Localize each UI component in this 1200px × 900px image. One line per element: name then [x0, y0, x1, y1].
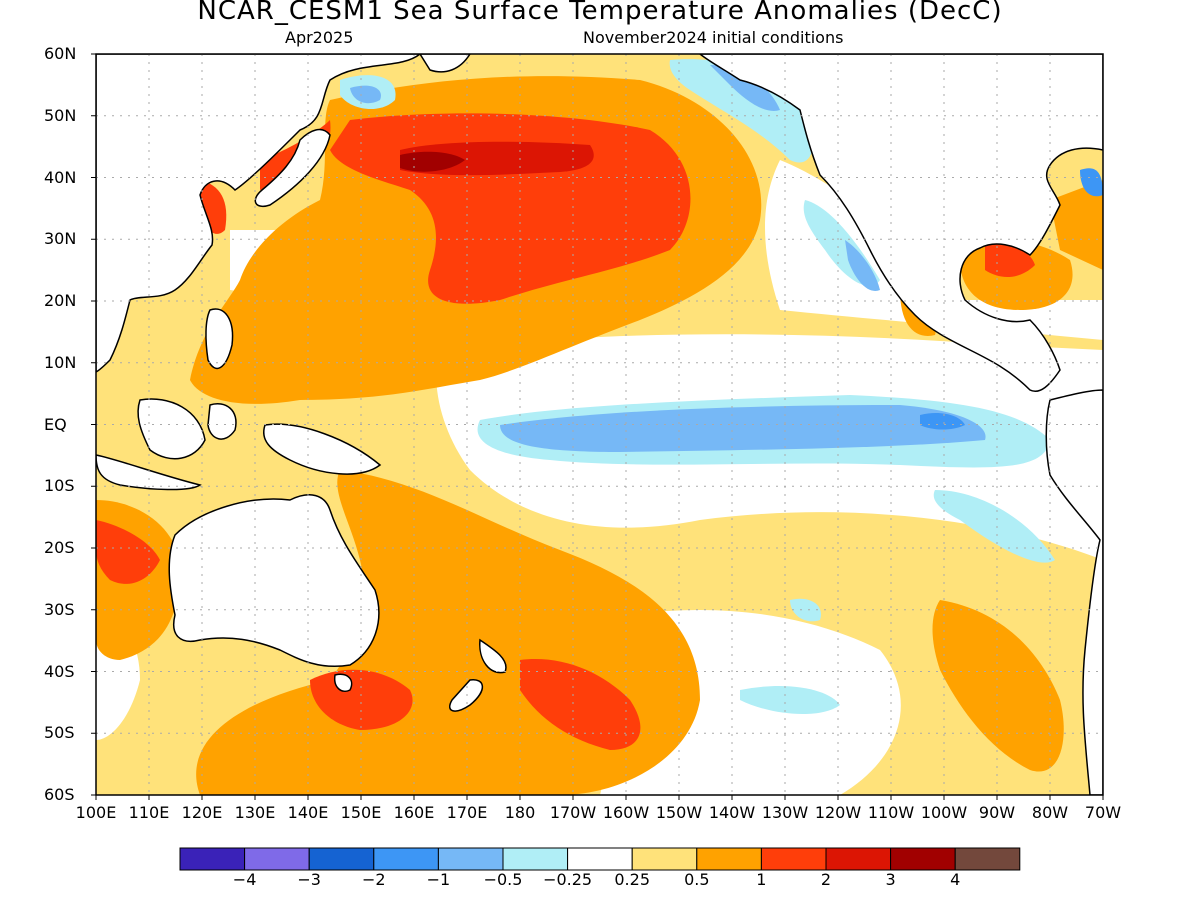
color-legend [179, 847, 1021, 871]
longitude-label: 80W [1031, 803, 1069, 822]
forecast-month: Apr2025 [285, 28, 354, 47]
longitude-label: 140W [708, 803, 756, 822]
graticule [96, 54, 1103, 795]
legend-label: 3 [885, 870, 896, 889]
latitude-label: 20N [44, 291, 77, 310]
latitude-label: EQ [44, 414, 67, 434]
longitude-label: 120W [814, 803, 862, 822]
latitude-label: 30S [44, 599, 75, 619]
south-pacific-cool-patch [790, 598, 821, 622]
longitude-label: 120E [181, 803, 223, 822]
longitude-label: 160W [602, 803, 650, 822]
latitude-label: 40N [44, 167, 77, 187]
latitude-label: 50S [44, 723, 75, 743]
legend-label: −3 [297, 870, 321, 889]
new-guinea [263, 423, 382, 475]
legend-label: −2 [362, 870, 386, 889]
latitude-label: 40S [44, 661, 75, 681]
latitude-label: 60S [44, 785, 75, 804]
longitude-label: 100W [920, 803, 968, 822]
longitude-label: 110E [128, 803, 170, 822]
latitude-label: 50N [44, 105, 77, 125]
sulawesi [207, 403, 237, 440]
longitude-label: 180 [504, 803, 536, 822]
legend-swatch [244, 847, 310, 871]
philippines [205, 308, 234, 370]
longitude-label: 150W [655, 803, 703, 822]
legend-swatch [308, 847, 375, 871]
gulf-stream-warm [1050, 180, 1103, 270]
legend-label: −1 [426, 870, 451, 889]
longitude-label: 110W [867, 803, 915, 822]
australia [168, 494, 380, 668]
gulf-maine-cool [1080, 168, 1103, 197]
longitude-label: 140E [287, 803, 329, 822]
legend-label: 0.5 [684, 870, 710, 889]
longitude-label: 70W [1084, 803, 1122, 822]
legend-swatch [502, 847, 569, 871]
latitude-label: 60N [44, 44, 77, 63]
borneo [137, 398, 206, 460]
new-zealand-south [449, 679, 484, 712]
legend-swatch [631, 847, 698, 871]
peru-cool [933, 490, 1055, 563]
southern-cool-patch [740, 685, 840, 715]
map-title: NCAR_CESM1 Sea Surface Temperature Anoma… [197, 0, 1003, 26]
legend-label: 0.25 [614, 870, 650, 889]
latitude-label: 30N [44, 229, 77, 249]
latitude-label: 10N [44, 352, 77, 372]
longitude-label: 160E [393, 803, 435, 822]
cold-core [920, 413, 965, 430]
gulf-alaska-cooler [710, 65, 780, 111]
equatorial-cold-tongue [500, 405, 986, 452]
legend-swatch [825, 847, 892, 871]
longitude-label: 170E [446, 803, 488, 822]
legend-swatch [954, 847, 1021, 871]
legend-label: 4 [950, 870, 961, 889]
west-australia-hot [96, 520, 160, 584]
latitude-label: 20S [44, 538, 75, 557]
gulf-hot [985, 243, 1035, 277]
japan [254, 128, 331, 207]
legend-swatch [437, 847, 504, 871]
se-pacific-warm [932, 600, 1064, 772]
longitude-label: 130E [234, 803, 276, 822]
anomaly-field [96, 54, 1103, 795]
kuroshio-core [400, 151, 465, 172]
legend-label: 2 [820, 870, 832, 889]
legend-swatch [890, 847, 956, 871]
initial-conditions-label: November2024 initial conditions [583, 28, 844, 47]
longitude-label: 130W [761, 803, 809, 822]
legend-label: 1 [756, 870, 767, 889]
java-sumatra [96, 454, 202, 491]
legend-swatch [696, 847, 762, 871]
longitude-label: 90W [978, 803, 1016, 822]
longitude-label: 100E [75, 803, 117, 822]
axis-ticks [91, 53, 1104, 800]
legend-swatch [760, 847, 827, 871]
longitude-label: 170W [549, 803, 597, 822]
legend-swatch [567, 847, 633, 871]
california-cooler [845, 240, 880, 291]
asia-landmass [96, 54, 422, 373]
tasmania [333, 673, 353, 692]
latitude-label: 10S [44, 476, 75, 496]
longitude-label: 150E [340, 803, 382, 822]
land [96, 54, 1103, 795]
legend-label: −4 [232, 870, 257, 889]
south-america [1045, 389, 1103, 795]
legend-swatch [179, 847, 246, 871]
legend-swatch [373, 847, 439, 871]
south-pacific-hot [520, 659, 641, 750]
legend-label: −0.25 [543, 870, 593, 889]
okhotsk-cooler [350, 85, 381, 104]
legend-label: −0.5 [483, 870, 523, 889]
north-america [698, 54, 1103, 392]
